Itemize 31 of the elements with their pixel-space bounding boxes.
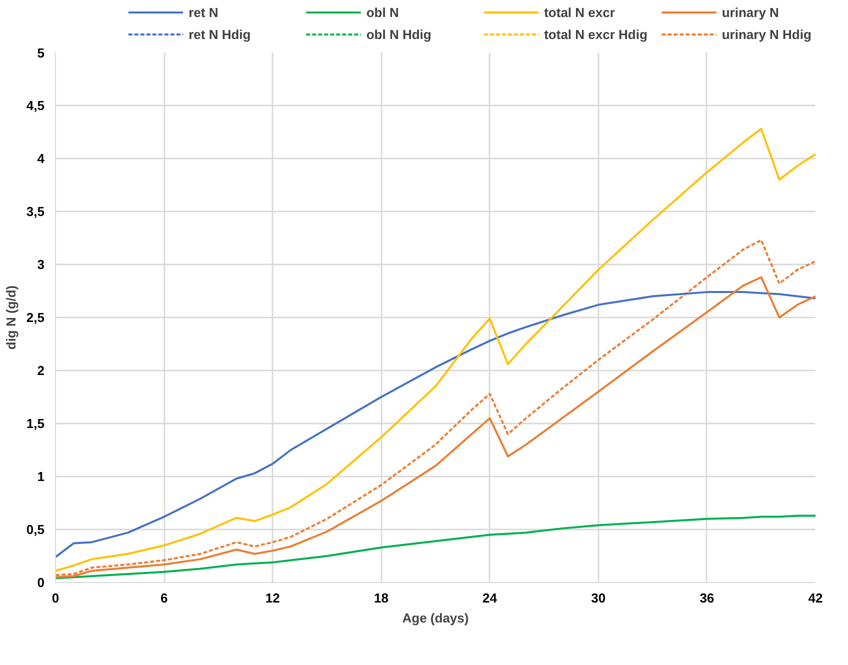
- x-tick-label: 42: [808, 590, 823, 606]
- legend-label: ret N: [188, 5, 218, 20]
- x-tick-label: 6: [160, 590, 168, 606]
- y-tick-label: 2,5: [26, 310, 45, 325]
- y-tick-label: 1,5: [26, 416, 45, 431]
- legend-label: urinary N: [722, 5, 779, 20]
- legend-label: urinary N Hdig: [722, 27, 812, 42]
- y-tick-label: 3: [37, 257, 45, 272]
- legend-label: ret N Hdig: [188, 27, 251, 42]
- y-tick-label: 5: [37, 46, 45, 60]
- y-axis-title: dig N (g/d): [3, 285, 18, 350]
- y-tick-label: 1: [37, 469, 45, 484]
- y-tick-label: 3,5: [26, 204, 45, 219]
- y-tick-label: 0,5: [26, 522, 45, 537]
- legend-label: total N excr: [544, 5, 615, 20]
- legend-label: total N excr Hdig: [544, 27, 648, 42]
- y-tick-label: 4: [37, 151, 46, 166]
- line-series: [56, 514, 816, 580]
- x-tick-label: 30: [591, 590, 606, 606]
- x-tick-label: 36: [700, 590, 714, 606]
- x-tick-label: 0: [52, 590, 60, 606]
- y-tick-label: 2: [37, 363, 45, 378]
- legend-label: obl N Hdig: [366, 27, 432, 42]
- x-tick-label: 18: [374, 590, 388, 606]
- legend-label: obl N: [366, 5, 399, 20]
- x-tick-label: 24: [482, 590, 498, 606]
- x-axis-title: Age (days): [402, 610, 469, 626]
- line-series: [56, 128, 816, 572]
- y-tick-label: 4,5: [26, 98, 45, 113]
- x-tick-label: 12: [265, 590, 280, 606]
- y-tick-label: 0: [37, 575, 45, 590]
